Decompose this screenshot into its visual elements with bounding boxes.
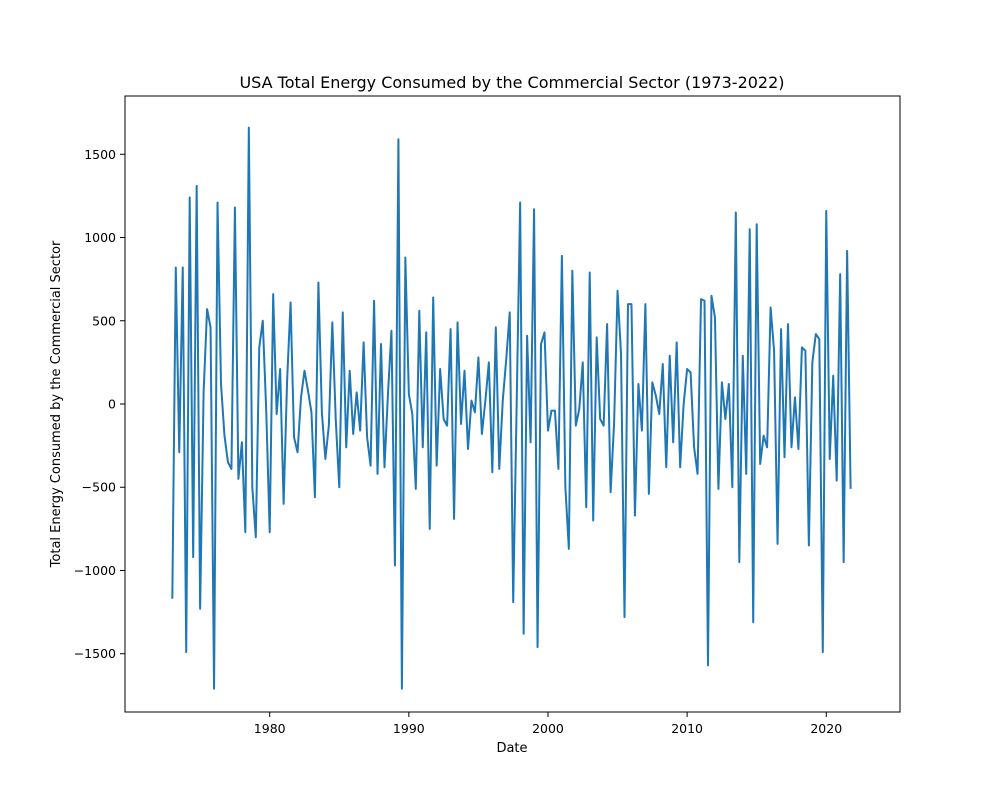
x-tick-label-2020: 2020 — [810, 721, 842, 736]
x-tick-label-1990: 1990 — [393, 721, 425, 736]
chart-title: USA Total Energy Consumed by the Commerc… — [239, 73, 784, 92]
y-tick-label-500: 500 — [92, 313, 116, 328]
y-tick-label-1500: 1500 — [84, 147, 116, 162]
x-tick-label-2010: 2010 — [671, 721, 703, 736]
x-axis-label: Date — [496, 741, 527, 756]
y-axis-label: Total Energy Consumed by the Commercial … — [49, 240, 64, 568]
x-tick-label-2000: 2000 — [532, 721, 564, 736]
x-tick-label-1980: 1980 — [254, 721, 286, 736]
series-line — [171, 126, 852, 690]
y-tick-label--500: −500 — [82, 480, 116, 495]
y-tick-label--1000: −1000 — [74, 563, 116, 578]
y-tick-label-1000: 1000 — [84, 230, 116, 245]
plot-area: 1980 1990 2000 2010 2020 −1500 −1000 −500 0 500 10… — [74, 95, 901, 736]
y-tick-label-0: 0 — [108, 397, 116, 412]
y-tick-label--1500: −1500 — [74, 646, 116, 661]
